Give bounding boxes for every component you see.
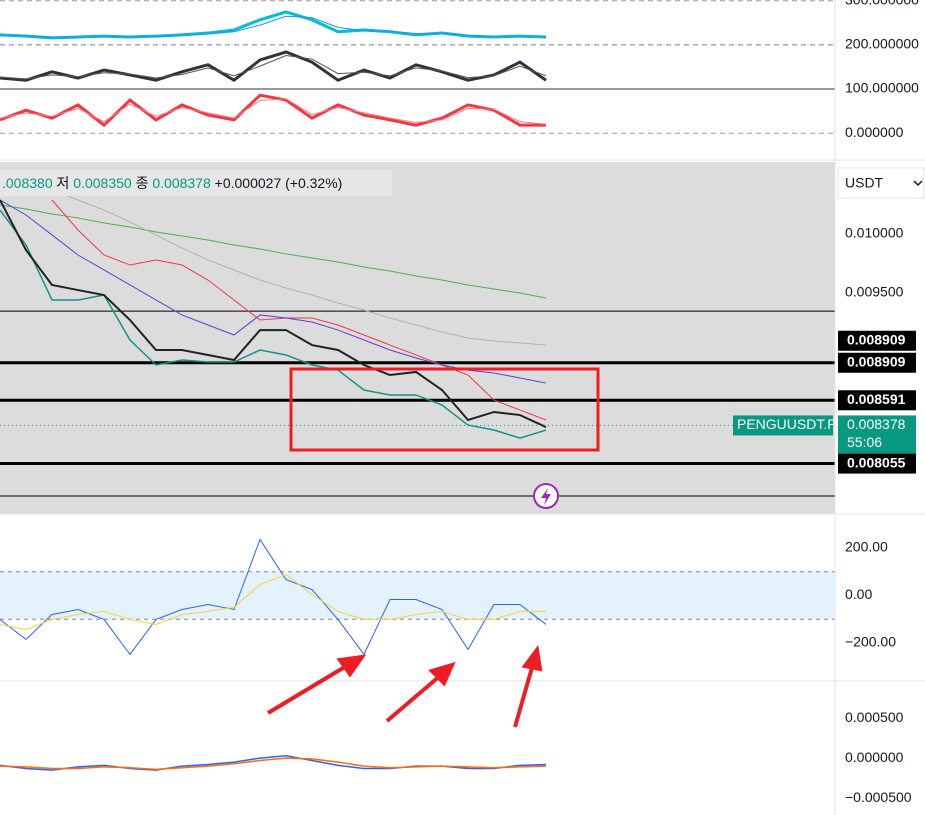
- price-label: 0.008591: [847, 391, 906, 407]
- series-line: [0, 538, 547, 656]
- countdown: 55:06: [847, 434, 882, 450]
- series-line: [51, 189, 547, 346]
- series-line: [0, 10, 547, 40]
- legend-item: 저: [57, 175, 70, 191]
- series-line: [0, 757, 547, 771]
- y-tick-label: 0.010000: [845, 225, 904, 241]
- last-price: 0.008378: [847, 416, 906, 432]
- series-line: [0, 204, 547, 299]
- currency: USDT: [845, 175, 884, 191]
- series-line: [51, 199, 547, 421]
- last-price-bg: [838, 415, 916, 454]
- series-line: [0, 55, 547, 80]
- symbol-label-bg: [733, 415, 833, 436]
- y-tick-label: 100.000000: [845, 80, 919, 96]
- legend-item: 0.008350: [73, 175, 132, 191]
- series-line: [0, 574, 546, 630]
- ohlc-legend: .008380 저 0.008350 종 0.008378 +0.000027 …: [2, 175, 342, 191]
- price-label-bg: [838, 390, 916, 411]
- series-line: [0, 50, 547, 83]
- lightning: [541, 488, 551, 505]
- y-tick-label: 0.000000: [845, 749, 904, 765]
- price-label-bg: [838, 330, 916, 351]
- series-line: [0, 199, 547, 428]
- y-tick-label: 0.000000: [845, 124, 904, 140]
- arrows: [266, 645, 543, 728]
- y-tick-label: 300.000000: [845, 0, 919, 8]
- y-tick-label: 0.00: [845, 586, 872, 602]
- y-tick-label: 200.00: [845, 539, 888, 555]
- main-pane-bg: [0, 162, 835, 514]
- y-tick-label: −0.000500: [845, 789, 912, 805]
- cci-band: [0, 571, 835, 620]
- price-label-bg: [838, 453, 916, 474]
- legend-bg: [0, 170, 392, 196]
- price-label-bg: [838, 352, 916, 373]
- series-line: [0, 98, 547, 125]
- legend-item: 0.008378: [152, 175, 211, 191]
- y-tick-label: 0.000500: [845, 709, 904, 725]
- price-label: 0.008055: [847, 454, 906, 470]
- price-label: 0.008909: [847, 331, 906, 347]
- price-label: 0.008909: [847, 353, 906, 369]
- legend-item: .008380: [2, 175, 53, 191]
- currency-select[interactable]: USDT: [837, 167, 925, 199]
- series-line: [0, 754, 547, 771]
- symbol-label: PENGUUSDT.P: [737, 416, 837, 432]
- y-tick-label: −200.00: [845, 634, 896, 650]
- legend-item: 종: [136, 175, 149, 191]
- series-line: [0, 209, 547, 439]
- legend-item: +0.000027 (+0.32%): [215, 175, 343, 191]
- highlight-box: [289, 367, 600, 452]
- y-tick-label: 200.000000: [845, 36, 919, 52]
- series-line: [0, 15, 546, 38]
- y-tick-label: 0.009500: [845, 284, 904, 300]
